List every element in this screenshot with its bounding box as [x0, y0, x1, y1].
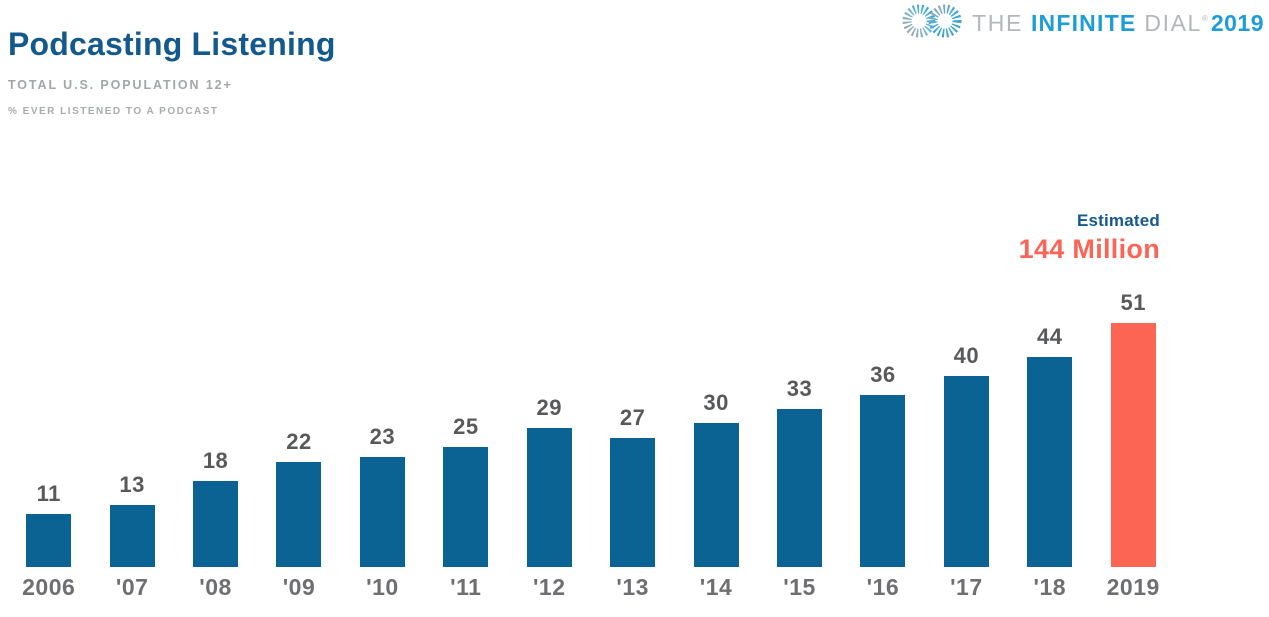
chart-subtitle: TOTAL U.S. POPULATION 12+ — [8, 77, 233, 92]
bar-column: 40 — [925, 343, 1008, 567]
x-axis-tick-label: '18 — [1033, 574, 1067, 600]
bar — [193, 480, 239, 567]
bar — [610, 437, 656, 567]
bar-value-label: 51 — [1120, 290, 1146, 316]
bars-row: 11 13 18 22 23 25 29 27 30 33 36 40 44 51 — [7, 0, 1175, 567]
bar-column: 11 — [7, 481, 90, 567]
x-axis-tick-label: '16 — [866, 574, 900, 600]
x-axis-tick-label: '12 — [532, 574, 566, 600]
bar-value-label: 27 — [619, 404, 646, 430]
bar-highlighted — [1110, 323, 1156, 567]
header: Podcasting Listening TOTAL U.S. POPULATI… — [8, 26, 336, 117]
x-axis-tick-label: 2019 — [1106, 574, 1160, 600]
bar-value-label: 33 — [786, 376, 813, 402]
chart-measure-note: % EVER LISTENED TO A PODCAST — [8, 105, 219, 117]
bar-value-label: 44 — [1037, 323, 1063, 349]
bar-column: 44 — [1008, 324, 1091, 567]
bar — [777, 409, 822, 567]
x-axis-tick-label: '15 — [783, 574, 816, 600]
logo-word-dial: DIAL — [1144, 10, 1202, 36]
bar-column: 22 — [257, 429, 340, 567]
logo-word-the: THE — [972, 10, 1023, 36]
bar — [1027, 356, 1073, 567]
estimate-value: 144 Million — [1018, 234, 1160, 264]
bar-column: 29 — [508, 395, 591, 567]
x-axis-tick-label: '10 — [366, 574, 399, 600]
logo-word-infinite: INFINITE — [1030, 10, 1137, 36]
logo-year: 2019 — [1210, 10, 1264, 36]
bar — [109, 504, 155, 567]
bar-column: 13 — [90, 472, 173, 567]
bar-value-label: 22 — [286, 428, 312, 454]
x-axis-tick-label: '17 — [950, 574, 983, 600]
x-axis-tick-label: '13 — [616, 574, 649, 600]
bar-column: 30 — [674, 390, 757, 567]
bar — [26, 514, 72, 567]
bar-column: 25 — [424, 414, 507, 567]
bar-column: 33 — [758, 376, 841, 567]
bar-column: 23 — [341, 424, 424, 567]
bar-column: 18 — [174, 448, 257, 567]
bar — [943, 375, 989, 567]
x-axis-tick-label: '07 — [115, 574, 149, 600]
bar-value-label: 40 — [953, 342, 980, 368]
bar — [526, 428, 572, 567]
registered-trademark-symbol: ® — [1201, 14, 1208, 23]
logo-wordmark: THE INFINITE DIAL ® 2019 — [972, 10, 1264, 37]
page-title: Podcasting Listening — [8, 26, 336, 62]
infinity-waveform-icon — [901, 2, 963, 45]
bar-column: 27 — [591, 405, 674, 567]
bar-value-label: 23 — [369, 423, 396, 449]
bar-value-label: 29 — [536, 395, 562, 421]
bar — [276, 461, 322, 567]
bar — [693, 423, 739, 567]
x-axis-tick-label: '11 — [450, 574, 482, 600]
bar-column: 36 — [841, 362, 924, 567]
bar-value-label: 30 — [703, 390, 729, 416]
bar — [359, 456, 405, 567]
bar-value-label: 36 — [870, 361, 896, 387]
x-axis-tick-label: '14 — [699, 574, 733, 600]
estimate-annotation: Estimated 144 Million — [1019, 211, 1160, 265]
x-axis-tick-label: 2006 — [22, 574, 76, 600]
bar-value-label: 13 — [119, 471, 145, 497]
bar-value-label: 18 — [202, 447, 229, 473]
x-axis-tick-label: '08 — [199, 574, 232, 600]
bar — [860, 394, 906, 567]
bar-chart: 11 13 18 22 23 25 29 27 30 33 36 40 44 51 2006 '07 '08 '… — [7, 0, 1175, 601]
x-axis: 2006 '07 '08 '09 '10 '11 '12 '13 '14 '15 '16 '17 '18… — [7, 574, 1175, 601]
bar-value-label: 11 — [36, 481, 61, 507]
infinite-dial-logo: THE INFINITE DIAL ® 2019 — [901, 2, 1264, 45]
bar — [443, 447, 489, 567]
x-axis-tick-label: '09 — [282, 574, 316, 600]
bar-value-label: 25 — [453, 414, 479, 440]
bar-column: 51 — [1091, 290, 1174, 567]
estimate-label: Estimated — [1076, 211, 1160, 230]
